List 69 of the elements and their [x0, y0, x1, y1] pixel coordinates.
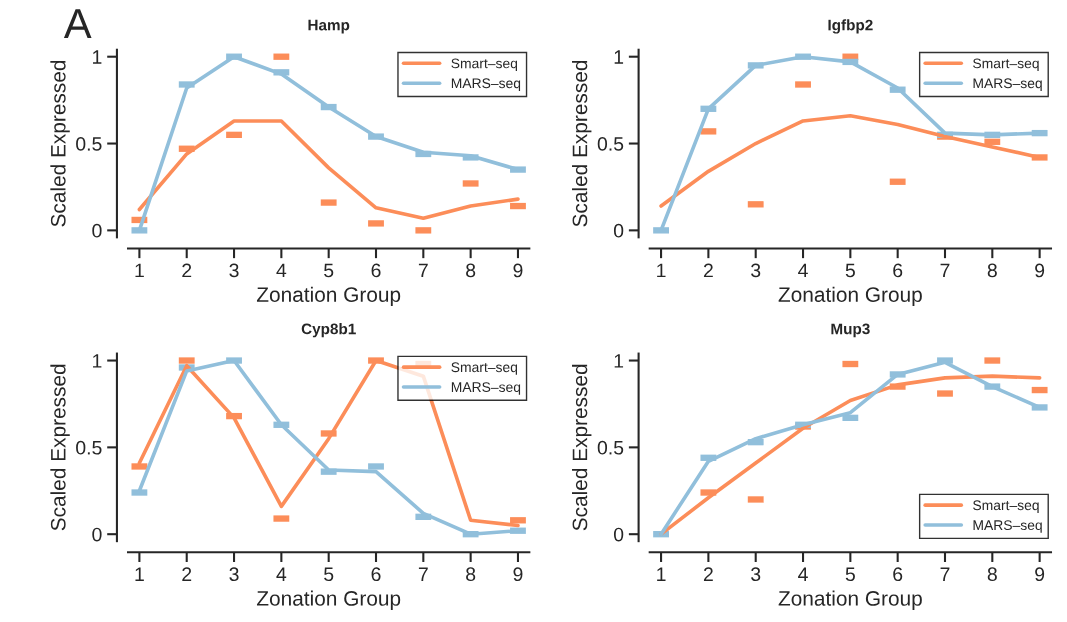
x-tick-label: 4: [798, 263, 808, 278]
legend-label: MARS–seq: [451, 78, 521, 91]
legend-label: MARS–seq: [973, 78, 1042, 91]
x-tick-label: 8: [987, 567, 997, 582]
x-tick-label: 3: [751, 263, 761, 278]
x-tick-label: 3: [751, 567, 761, 582]
legend-label: Smart–seq: [451, 362, 518, 375]
x-tick-label: 8: [466, 567, 476, 582]
y-tick-label: 0: [613, 527, 624, 542]
y-tick-label: 0.5: [597, 137, 624, 151]
x-tick-label: 2: [703, 567, 713, 581]
x-tick-label: 1: [135, 567, 144, 581]
x-tick-label: 3: [229, 263, 239, 278]
y-axis-title: Scaled Expressed: [572, 364, 592, 531]
x-tick-label: 1: [657, 567, 666, 581]
y-tick-label: 1: [614, 50, 624, 64]
x-tick-label: 1: [657, 263, 666, 278]
x-tick-label: 2: [703, 263, 713, 278]
x-axis-title: Zonation Group: [778, 286, 922, 307]
y-tick-label: 0: [92, 527, 102, 542]
x-tick-label: 9: [513, 567, 523, 582]
legend-label: Smart–seq: [973, 58, 1039, 72]
x-tick-label: 2: [182, 263, 192, 278]
y-tick-label: 0.5: [76, 440, 102, 455]
legend-label: Smart–seq: [451, 58, 518, 72]
x-tick-label: 3: [229, 567, 239, 582]
x-tick-label: 6: [893, 567, 903, 582]
x-tick-label: 9: [1035, 263, 1045, 278]
x-tick-label: 7: [418, 263, 428, 278]
y-tick-label: 0: [92, 223, 102, 238]
x-tick-label: 7: [418, 567, 428, 581]
y-tick-label: 0: [613, 223, 624, 238]
x-tick-label: 5: [324, 263, 334, 278]
x-tick-label: 8: [987, 263, 997, 278]
x-tick-label: 6: [371, 567, 381, 582]
x-tick-label: 6: [893, 263, 903, 278]
chart-title: Mup3: [831, 323, 870, 338]
chart-title: Hamp: [308, 19, 350, 34]
legend-label: MARS–seq: [973, 520, 1042, 533]
x-tick-label: 4: [798, 567, 808, 581]
y-tick-label: 0.5: [597, 440, 624, 455]
y-tick-label: 0.5: [76, 137, 102, 151]
y-axis-title: Scaled Expressed: [50, 60, 70, 227]
y-tick-label: 1: [614, 354, 624, 368]
x-tick-label: 2: [182, 567, 192, 581]
x-tick-label: 1: [135, 263, 144, 278]
text: A: [63, 9, 92, 39]
y-axis-title: Scaled Expressed: [572, 60, 592, 227]
y-tick-label: 1: [93, 50, 102, 64]
x-axis-title: Zonation Group: [256, 590, 401, 610]
x-axis-title: Zonation Group: [778, 590, 922, 610]
y-tick-label: 1: [93, 354, 102, 368]
x-tick-label: 7: [940, 567, 950, 581]
legend-label: MARS–seq: [451, 382, 521, 395]
x-tick-label: 9: [1035, 567, 1045, 582]
x-tick-label: 4: [276, 567, 287, 581]
y-axis-title: Scaled Expressed: [50, 364, 70, 531]
x-tick-label: 5: [845, 567, 855, 582]
x-tick-label: 5: [845, 263, 855, 278]
chart-title: Igfbp2: [828, 19, 873, 34]
x-tick-label: 7: [940, 263, 950, 278]
chart-title: Cyp8b1: [301, 323, 356, 338]
x-tick-label: 6: [371, 263, 381, 278]
x-tick-label: 5: [324, 567, 334, 582]
x-tick-label: 9: [513, 263, 523, 278]
legend-label: Smart–seq: [973, 500, 1039, 513]
x-tick-label: 8: [466, 263, 476, 278]
x-tick-label: 4: [276, 263, 287, 278]
x-axis-title: Zonation Group: [256, 286, 401, 307]
